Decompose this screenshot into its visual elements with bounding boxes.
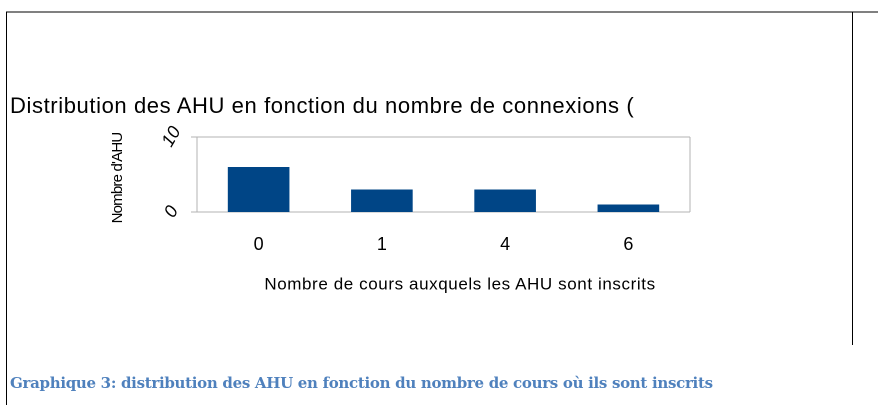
y-tick-label: 10 bbox=[157, 123, 184, 150]
x-tick-label: 1 bbox=[377, 234, 387, 254]
x-tick-label: 6 bbox=[623, 234, 633, 254]
caption: Graphique 3: distribution des AHU en fon… bbox=[10, 374, 713, 392]
bar bbox=[474, 189, 536, 212]
x-axis-label: Nombre de cours auxquels les AHU sont in… bbox=[264, 274, 655, 293]
y-axis-label: Nombre d'AHU bbox=[109, 133, 126, 224]
x-tick-label: 0 bbox=[254, 234, 264, 254]
bar bbox=[597, 204, 660, 212]
bar bbox=[351, 189, 413, 212]
bar bbox=[227, 167, 290, 212]
y-tick-label: 0 bbox=[160, 202, 182, 221]
x-tick-label: 4 bbox=[500, 234, 510, 254]
chart-title: Distribution des AHU en fonction du nomb… bbox=[10, 93, 634, 118]
